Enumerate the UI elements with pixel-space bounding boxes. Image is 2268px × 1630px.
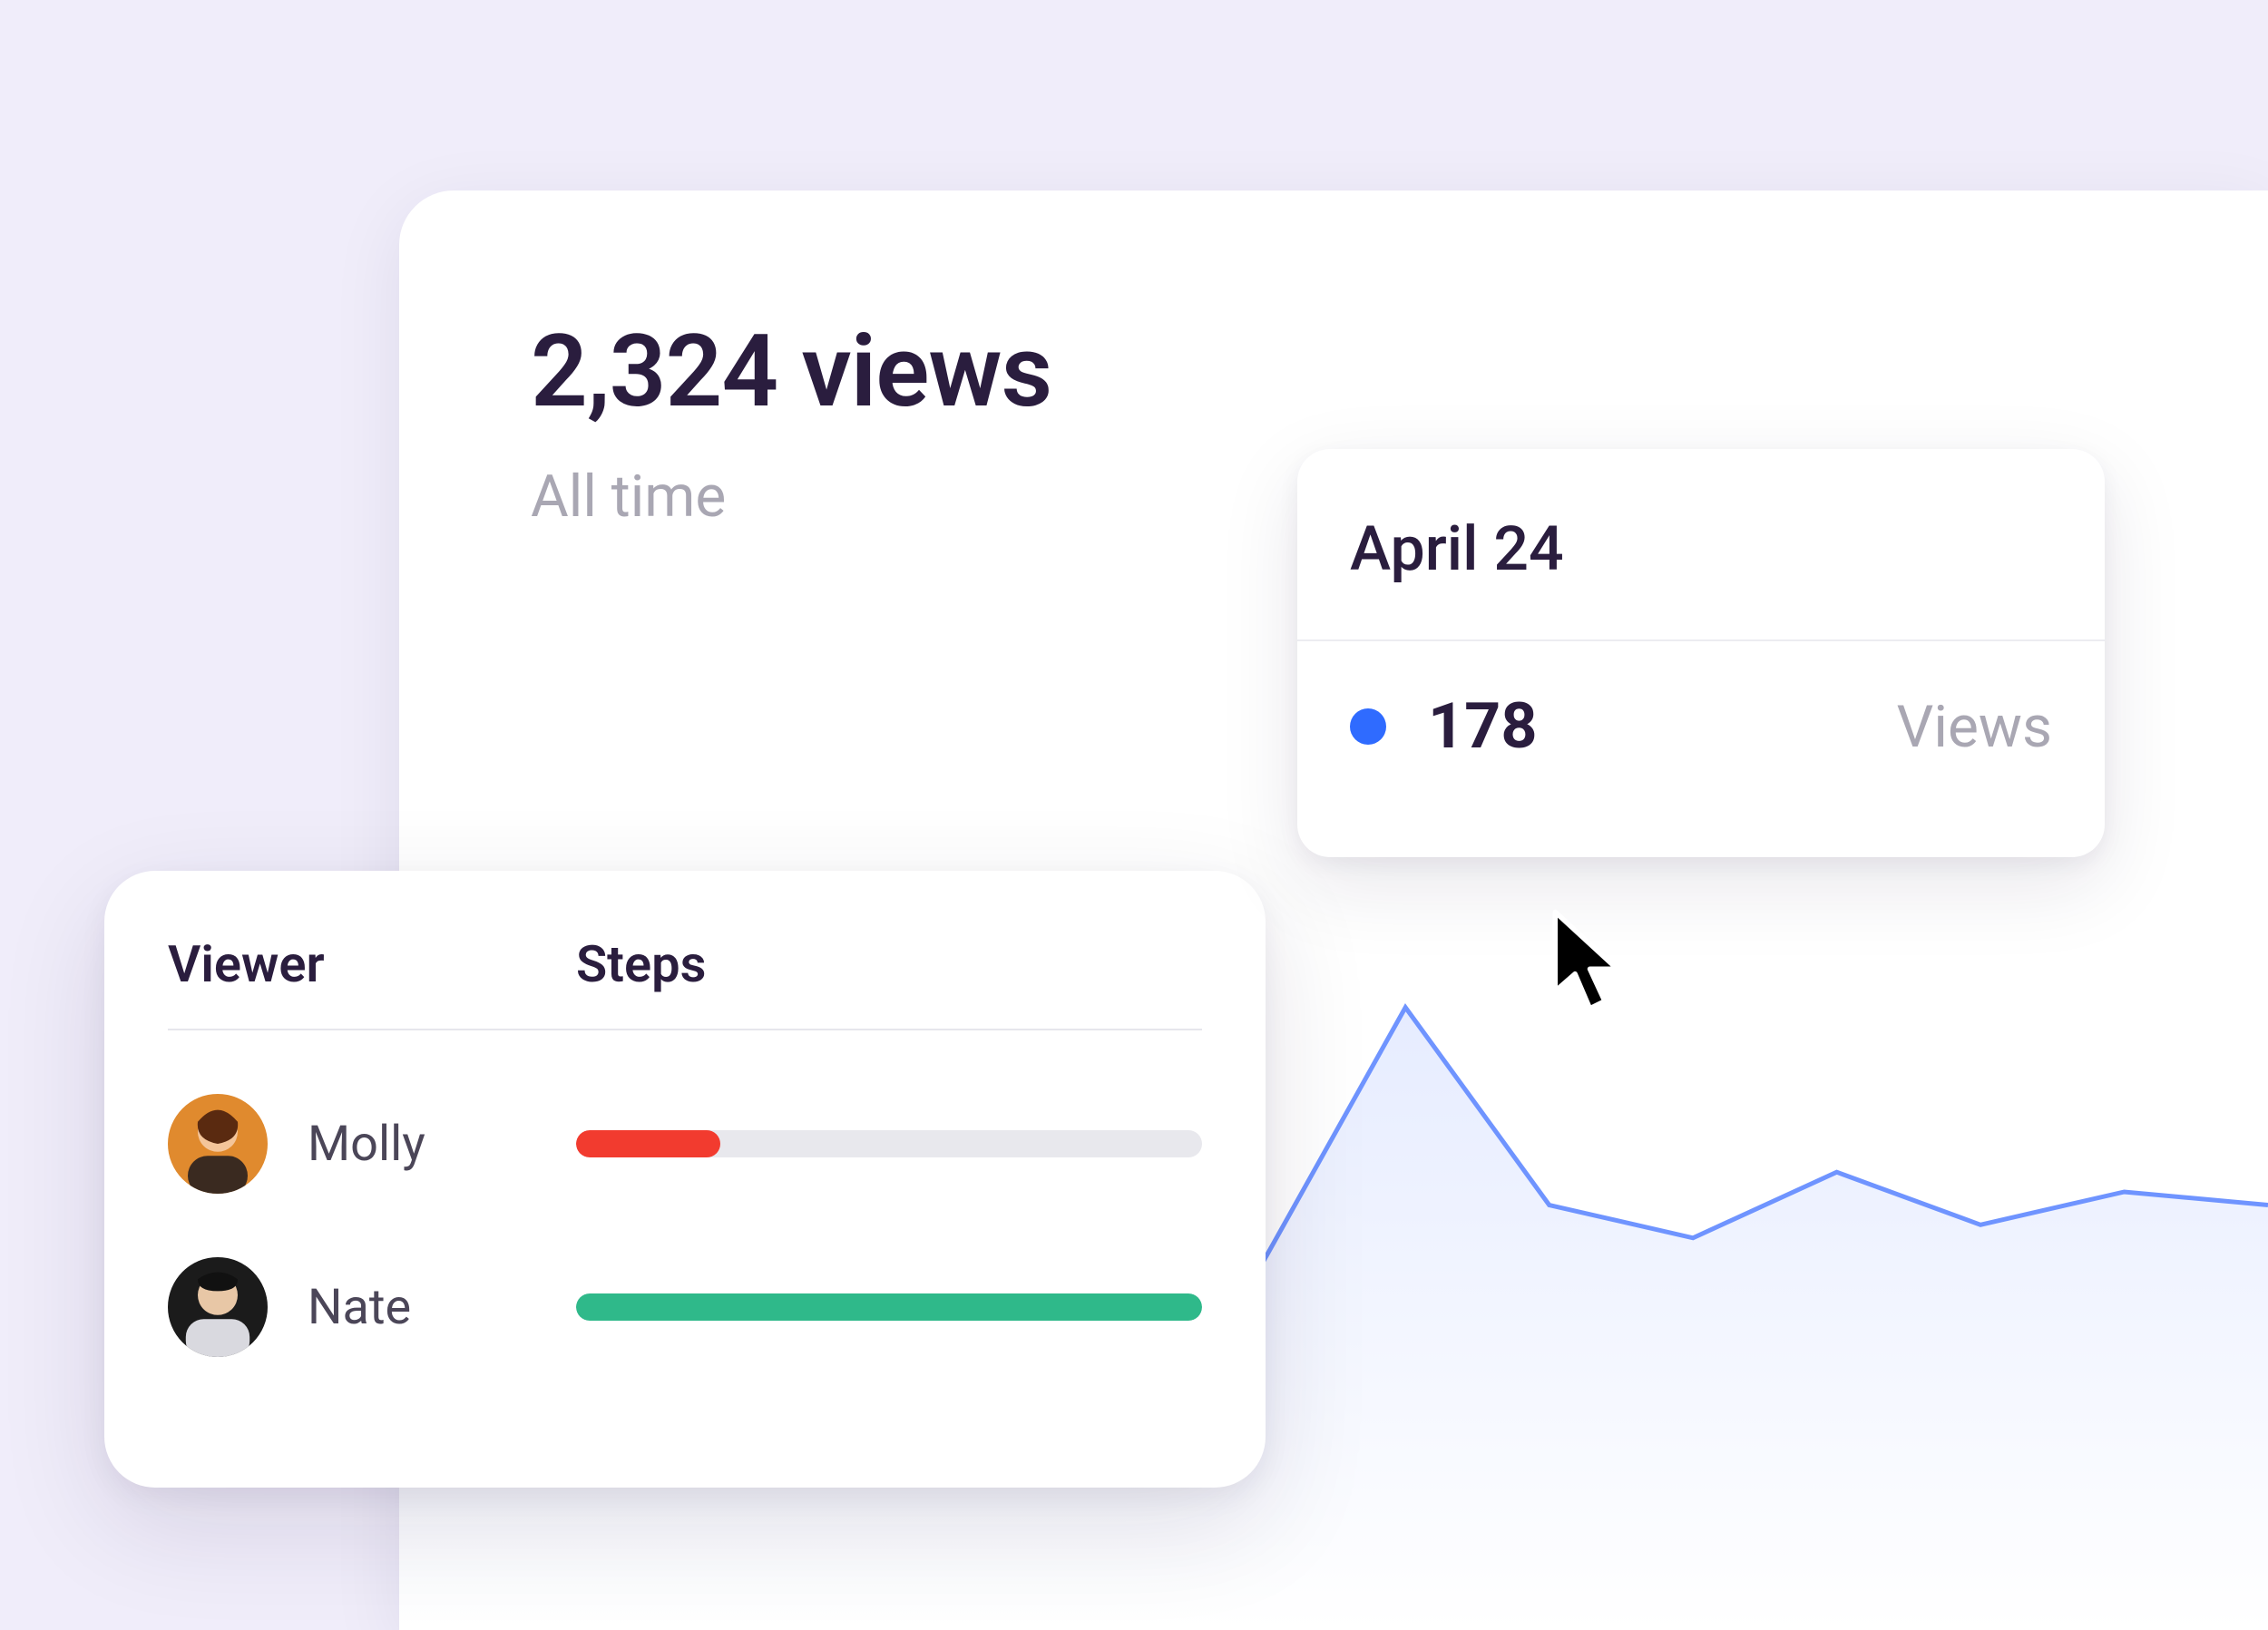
viewers-table-header: Viewer Steps bbox=[168, 934, 1202, 1030]
total-views-headline: 2,324 views bbox=[531, 313, 1051, 430]
tooltip-date: April 24 bbox=[1350, 512, 1564, 585]
chart-tooltip: April 24 178 Views bbox=[1297, 449, 2105, 857]
viewers-card: Viewer Steps Molly Nate bbox=[104, 871, 1266, 1488]
total-views-subtitle: All time bbox=[531, 463, 726, 531]
steps-progress-track bbox=[576, 1293, 1202, 1321]
viewer-row[interactable]: Molly bbox=[168, 1094, 1202, 1194]
column-header-viewer: Viewer bbox=[168, 934, 576, 994]
steps-progress-fill bbox=[576, 1130, 720, 1157]
steps-progress-fill bbox=[576, 1293, 1202, 1321]
avatar[interactable] bbox=[168, 1257, 268, 1357]
viewer-name: Nate bbox=[308, 1279, 576, 1336]
tooltip-row: 178 Views bbox=[1350, 689, 2052, 764]
steps-progress-track bbox=[576, 1130, 1202, 1157]
column-header-steps: Steps bbox=[576, 934, 706, 994]
avatar[interactable] bbox=[168, 1094, 268, 1194]
tooltip-divider bbox=[1297, 639, 2105, 641]
viewer-name: Molly bbox=[308, 1116, 576, 1173]
tooltip-metric-label: Views bbox=[1897, 693, 2052, 761]
tooltip-value: 178 bbox=[1428, 689, 1537, 764]
cursor-icon bbox=[1547, 907, 1633, 1016]
tooltip-series-dot-icon bbox=[1350, 708, 1386, 745]
viewer-row[interactable]: Nate bbox=[168, 1257, 1202, 1357]
